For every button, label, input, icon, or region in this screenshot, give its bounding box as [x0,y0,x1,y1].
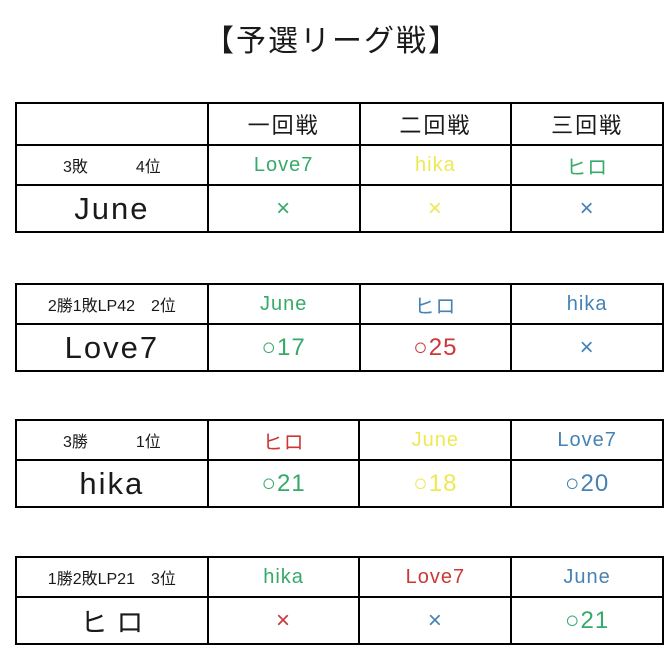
round-header-row: 一回戦 二回戦 三回戦 [15,102,664,146]
match-result: ○21 [510,596,664,645]
results-row: hika ○21 ○18 ○20 [15,459,664,508]
round-header-3: 三回戦 [510,102,664,146]
match-result: × [510,184,664,233]
results-row: ヒロ × × ○21 [15,596,664,645]
record-label-hika: 3勝 1位 [15,419,209,461]
results-row: June × × × [15,184,664,233]
match-result: × [358,184,513,233]
opponent-name: ヒロ [510,144,664,186]
opponents-row: 3勝 1位 ヒロ June Love7 [15,419,664,461]
player-table-hika: 3勝 1位 ヒロ June Love7 hika ○21 ○18 ○20 [15,419,664,508]
page-title: 【予選リーグ戦】 [204,25,460,58]
player-table-june: 一回戦 二回戦 三回戦 3敗 4位 Love7 hika ヒロ June × ×… [15,102,664,233]
results-row: Love7 ○17 ○25 × [15,323,664,372]
record-label-june: 3敗 4位 [15,144,209,186]
match-result: ○20 [510,459,664,508]
opponents-row: 3敗 4位 Love7 hika ヒロ [15,144,664,186]
match-result: × [206,596,361,645]
match-result: ○21 [206,459,361,508]
opponent-name: ヒロ [206,419,361,461]
round-header-2: 二回戦 [358,102,513,146]
player-name-june: June [15,184,209,233]
opponent-name: Love7 [510,419,664,461]
opponent-name: hika [358,144,513,186]
opponents-row: 1勝2敗LP21 3位 hika Love7 June [15,556,664,598]
opponent-name: June [510,556,664,598]
player-name-hika: hika [15,459,209,508]
match-result: × [206,184,361,233]
match-result: ○18 [358,459,513,508]
record-label-hiro: 1勝2敗LP21 3位 [15,556,209,598]
opponent-name: Love7 [358,556,513,598]
opponent-name: ヒロ [358,283,513,325]
match-result: × [510,323,664,372]
opponent-name: hika [206,556,361,598]
match-result: ○17 [206,323,361,372]
opponent-name: Love7 [206,144,361,186]
player-name-hiro: ヒロ [15,596,209,645]
player-table-love7: 2勝1敗LP42 2位 June ヒロ hika Love7 ○17 ○25 × [15,283,664,372]
opponents-row: 2勝1敗LP42 2位 June ヒロ hika [15,283,664,325]
corner-spacer [15,102,209,146]
player-table-hiro: 1勝2敗LP21 3位 hika Love7 June ヒロ × × ○21 [15,556,664,645]
round-header-1: 一回戦 [206,102,361,146]
match-result: ○25 [358,323,513,372]
player-name-love7: Love7 [15,323,209,372]
opponent-name: June [206,283,361,325]
match-result: × [358,596,513,645]
opponent-name: June [358,419,513,461]
opponent-name: hika [510,283,664,325]
record-label-love7: 2勝1敗LP42 2位 [15,283,209,325]
